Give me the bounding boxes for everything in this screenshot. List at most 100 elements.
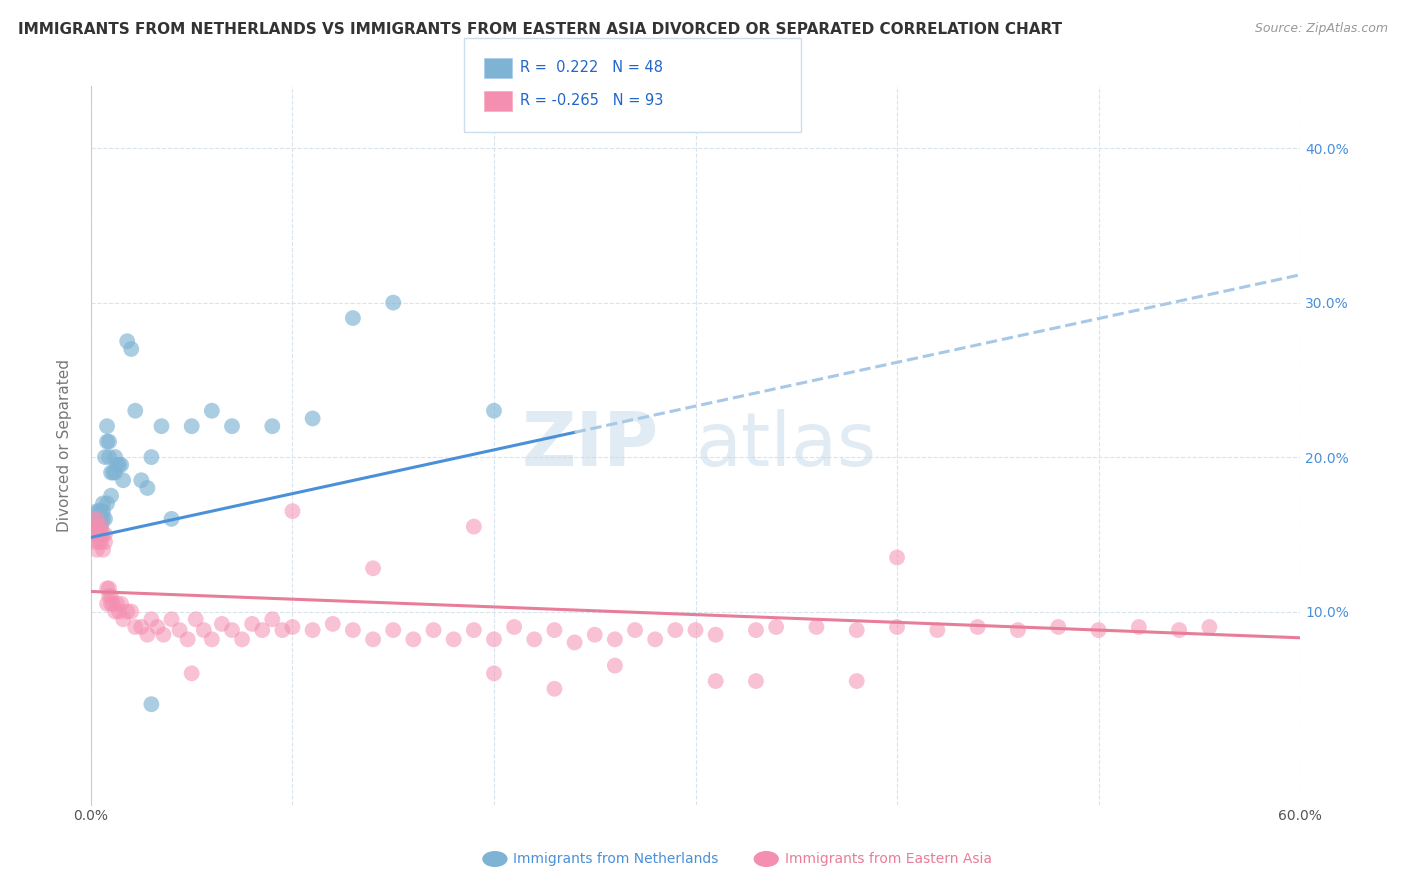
Point xyxy=(543,623,565,637)
Point xyxy=(664,623,686,637)
Point xyxy=(342,311,364,326)
Point xyxy=(271,623,294,637)
Point xyxy=(160,512,183,526)
Point xyxy=(100,466,122,480)
Point xyxy=(90,512,112,526)
Point xyxy=(382,295,405,310)
Point xyxy=(108,458,131,472)
Point xyxy=(211,616,233,631)
Point xyxy=(927,623,949,637)
Point xyxy=(120,605,142,619)
Point xyxy=(262,419,284,434)
Point xyxy=(96,597,118,611)
Point xyxy=(745,674,768,689)
Point xyxy=(443,632,465,647)
Point xyxy=(704,628,727,642)
Text: Immigrants from Netherlands: Immigrants from Netherlands xyxy=(513,852,718,866)
Point xyxy=(603,632,626,647)
Point xyxy=(112,473,135,487)
Point xyxy=(240,616,263,631)
Point xyxy=(104,450,127,464)
Point xyxy=(91,504,114,518)
Point xyxy=(1198,620,1220,634)
Point xyxy=(301,623,323,637)
Point xyxy=(87,519,110,533)
Point xyxy=(503,620,526,634)
Point xyxy=(176,632,198,647)
Point xyxy=(422,623,444,637)
Point xyxy=(141,450,163,464)
Point xyxy=(94,512,117,526)
Point xyxy=(281,504,304,518)
Point xyxy=(765,620,787,634)
Point xyxy=(160,612,183,626)
Point xyxy=(136,628,159,642)
Point xyxy=(86,542,108,557)
Point xyxy=(201,632,224,647)
Point xyxy=(96,582,118,596)
Point xyxy=(704,674,727,689)
Point xyxy=(221,419,243,434)
Y-axis label: Divorced or Separated: Divorced or Separated xyxy=(58,359,72,532)
Point xyxy=(564,635,586,649)
Point xyxy=(87,519,110,533)
Point xyxy=(96,419,118,434)
Point xyxy=(221,623,243,637)
Point xyxy=(136,481,159,495)
Point xyxy=(146,620,169,634)
Point xyxy=(1168,623,1191,637)
Point xyxy=(624,623,647,637)
Point xyxy=(745,623,768,637)
Text: Immigrants from Eastern Asia: Immigrants from Eastern Asia xyxy=(785,852,991,866)
Point xyxy=(169,623,191,637)
Point xyxy=(252,623,274,637)
Point xyxy=(110,458,132,472)
Point xyxy=(201,403,224,417)
Point xyxy=(845,623,868,637)
Point xyxy=(90,504,112,518)
Point xyxy=(120,342,142,356)
Point xyxy=(463,519,485,533)
Point xyxy=(966,620,988,634)
Point xyxy=(482,666,505,681)
Point xyxy=(98,434,121,449)
Point xyxy=(98,589,121,603)
Point xyxy=(87,535,110,549)
Point xyxy=(91,542,114,557)
Point xyxy=(86,519,108,533)
Point xyxy=(644,632,666,647)
Point xyxy=(86,512,108,526)
Point xyxy=(262,612,284,626)
Point xyxy=(90,535,112,549)
Point xyxy=(90,519,112,533)
Point xyxy=(180,666,202,681)
Point xyxy=(543,681,565,696)
Point xyxy=(94,450,117,464)
Point xyxy=(301,411,323,425)
Point xyxy=(112,612,135,626)
Point xyxy=(105,597,128,611)
Text: atlas: atlas xyxy=(696,409,876,482)
Point xyxy=(482,403,505,417)
Point xyxy=(231,632,253,647)
Point xyxy=(523,632,546,647)
Point xyxy=(322,616,344,631)
Text: IMMIGRANTS FROM NETHERLANDS VS IMMIGRANTS FROM EASTERN ASIA DIVORCED OR SEPARATE: IMMIGRANTS FROM NETHERLANDS VS IMMIGRANT… xyxy=(18,22,1063,37)
Point xyxy=(184,612,207,626)
Point xyxy=(382,623,405,637)
Point xyxy=(281,620,304,634)
Point xyxy=(84,519,107,533)
Text: ZIP: ZIP xyxy=(522,409,659,482)
Point xyxy=(100,597,122,611)
Point xyxy=(361,632,384,647)
Point xyxy=(115,334,138,349)
Point xyxy=(141,697,163,711)
Point xyxy=(84,512,107,526)
Point xyxy=(886,620,908,634)
Point xyxy=(98,450,121,464)
Point xyxy=(86,512,108,526)
Point xyxy=(98,582,121,596)
Text: R =  0.222   N = 48: R = 0.222 N = 48 xyxy=(520,61,664,75)
Point xyxy=(845,674,868,689)
Point xyxy=(342,623,364,637)
